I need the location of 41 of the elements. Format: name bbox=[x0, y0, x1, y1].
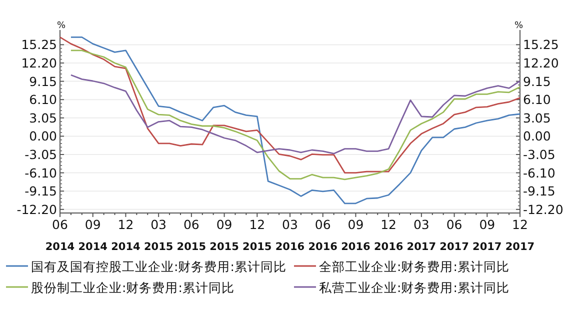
x-tick-label: 06 2015 bbox=[176, 217, 206, 253]
x-tick-label: 12 2015 bbox=[242, 217, 272, 253]
x-tick-label: 09 2014 bbox=[78, 217, 108, 253]
y2-tick-label: 0.00 bbox=[523, 128, 551, 144]
y-tick-label: 0.00 bbox=[29, 128, 58, 144]
y2-tick-label: -12.20 bbox=[523, 202, 564, 217]
y-tick-label: -9.15 bbox=[24, 184, 57, 199]
x-tick-label: 03 2017 bbox=[406, 217, 436, 253]
legend-label: 股份制工业企业:财务费用:累计同比 bbox=[31, 280, 234, 295]
y-tick-label: 9.15 bbox=[29, 74, 57, 89]
x-tick-label: 12 2014 bbox=[111, 217, 140, 253]
y-axis-title: % bbox=[57, 21, 66, 31]
y-tick-label: -6.10 bbox=[24, 165, 58, 180]
y2-tick-label: 12.20 bbox=[523, 56, 559, 70]
y-tick-label: 6.10 bbox=[29, 92, 58, 108]
x-tick-label: 09 2016 bbox=[341, 217, 370, 253]
y2-axis-title: % bbox=[514, 21, 524, 31]
x-tick-label: 09 2017 bbox=[472, 217, 502, 253]
x-tick-label: 03 2015 bbox=[144, 217, 174, 253]
y2-tick-label: -6.10 bbox=[523, 165, 556, 180]
x-tick-label: 09 2015 bbox=[210, 217, 239, 253]
y2-tick-label: 15.25 bbox=[523, 37, 559, 52]
y2-tick-label: 6.10 bbox=[523, 92, 551, 108]
legend-label: 全部工业企业:财务费用:累计同比 bbox=[319, 259, 510, 274]
x-tick-label: 03 2016 bbox=[275, 217, 305, 253]
x-tick-label: 12 2017 bbox=[505, 217, 535, 253]
y2-tick-label: 9.15 bbox=[523, 74, 551, 89]
legend-label: 私营工业企业:财务费用:累计同比 bbox=[319, 280, 510, 295]
y2-tick-label: -3.05 bbox=[523, 147, 556, 162]
y2-tick-label: 3.05 bbox=[523, 110, 551, 126]
x-tick-label: 06 2014 bbox=[45, 217, 75, 253]
y-tick-label: 15.25 bbox=[21, 37, 57, 52]
x-tick-label: 06 2016 bbox=[308, 217, 338, 253]
y-tick-label: -3.05 bbox=[24, 147, 57, 162]
y-tick-label: -12.20 bbox=[16, 202, 58, 217]
y-tick-label: 12.20 bbox=[21, 56, 58, 70]
legend-label: 国有及国有控股工业企业:财务费用:累计同比 bbox=[31, 259, 286, 274]
x-tick-label: 12 2016 bbox=[374, 217, 404, 253]
y-tick-label: 3.05 bbox=[29, 110, 57, 126]
y2-tick-label: -9.15 bbox=[523, 184, 556, 199]
x-tick-label: 06 2017 bbox=[440, 217, 469, 253]
